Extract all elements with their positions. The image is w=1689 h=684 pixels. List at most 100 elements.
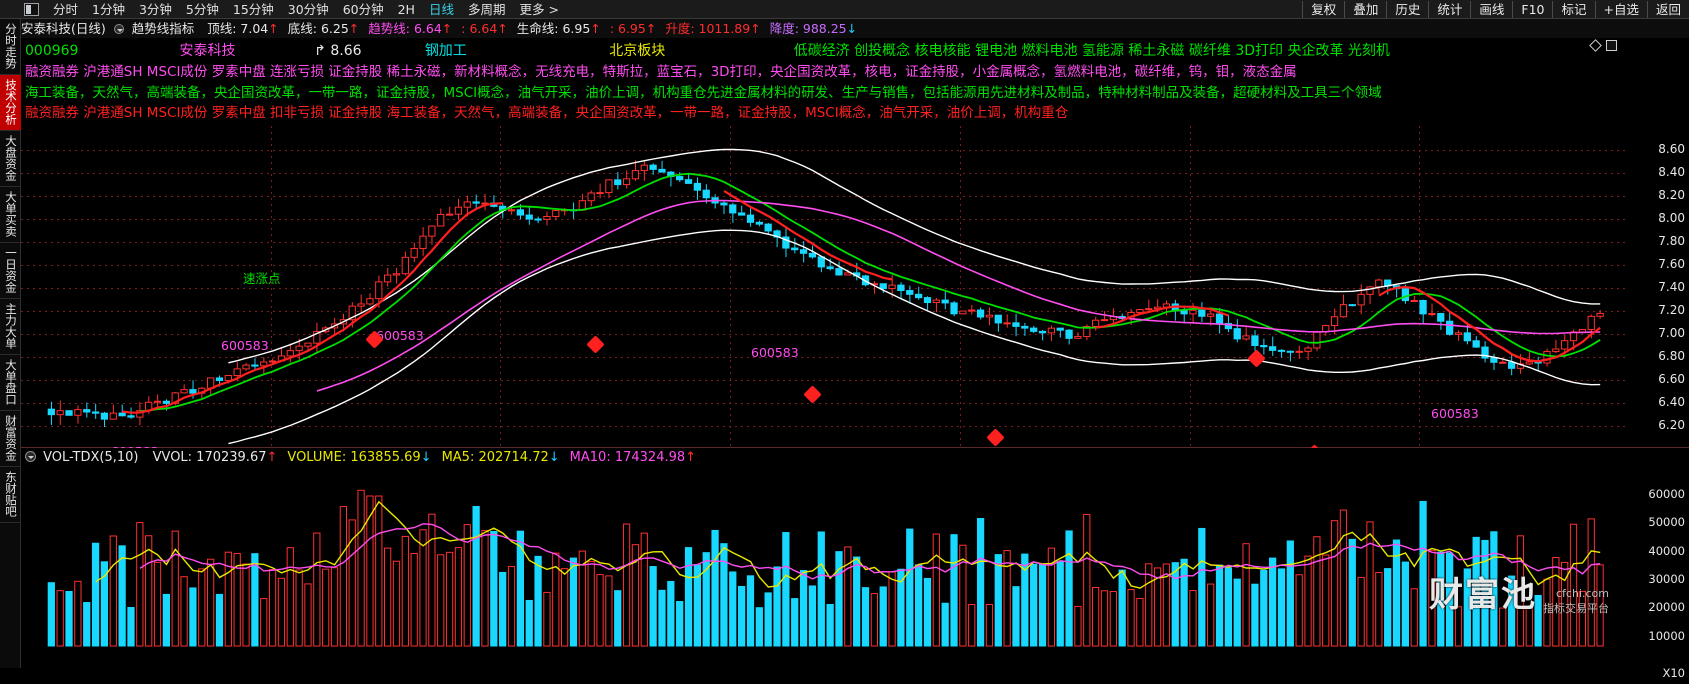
sidebar-item-4[interactable]: 一日资金: [0, 243, 21, 299]
time-gridline-6: [1419, 126, 1421, 448]
period-tab-6[interactable]: 60分钟: [342, 1, 384, 17]
concept-segment-1-0[interactable]: 海工装备，天然气，高端装备，央企国资改革，一带一路，证金持股，MSCI概念，油气…: [25, 85, 1382, 101]
indicator-field-1: 底线: 6.25↑: [288, 21, 360, 36]
chart-title: 安泰科技(日线): [21, 21, 106, 36]
price-tick-4: 7.80: [1658, 233, 1685, 248]
concept-segment-0-0[interactable]: 融资融券 沪港通SH MSCI成份 罗素中盘 连涨亏损 证金持股 稀土永磁，: [25, 64, 455, 80]
indicator-field-arrow-4: ↑: [590, 21, 601, 36]
volume-field-arrow-1: ↓: [420, 450, 432, 465]
toolbar-right-tools: 复权 叠加 历史 统计 画线 F10 标记 +自选 返回: [1302, 0, 1689, 18]
toolbar-button-统计[interactable]: 统计: [1428, 0, 1470, 18]
stock-code[interactable]: 000969: [25, 43, 79, 59]
indicator-field-value-2: 6.64: [413, 21, 442, 36]
indicator-field-value-6: 1011.89: [698, 21, 751, 36]
volume-bars-canvas: [47, 489, 1604, 647]
volume-indicator-title[interactable]: VOL-TDX(5,10): [43, 450, 139, 465]
toolbar-button-标记[interactable]: 标记: [1552, 0, 1594, 18]
indicator-field-label-5: :: [609, 21, 618, 36]
time-gridline-3: [730, 126, 732, 448]
indicator-field-label-4: 生命线:: [516, 21, 563, 36]
indicator-field-value-7: 988.25: [802, 21, 847, 36]
stock-concepts[interactable]: 低碳经济 创投概念 核电核能 锂电池 燃料电池 氢能源 稀土永磁 碳纤维 3D打…: [793, 43, 1390, 59]
toolbar-button-历史[interactable]: 历史: [1386, 0, 1428, 18]
indicator-field-value-0: 7.04: [240, 21, 269, 36]
price-gridline-5: [21, 264, 1629, 266]
volume-tick-2: 40000: [1648, 543, 1685, 558]
price-tick-7: 7.20: [1658, 303, 1685, 318]
indicator-field-5: : 6.95↑: [610, 21, 657, 36]
concept-segment-2-0[interactable]: 融资融券 沪港通SH MSCI成份 罗素中盘 扣非亏损 证金持股 海工装备，天然…: [25, 105, 1069, 121]
sidebar-item-6[interactable]: 大单盘口: [0, 355, 21, 411]
volume-field-arrow-3: ↑: [685, 450, 697, 465]
toolbar-button-叠加[interactable]: 叠加: [1344, 0, 1386, 18]
concept-row-1[interactable]: 融资融券 沪港通SH MSCI成份 罗素中盘 连涨亏损 证金持股 稀土永磁，新材…: [25, 60, 1297, 80]
toolbar-button-返回[interactable]: 返回: [1646, 0, 1689, 18]
sidebar-item-7[interactable]: 财富资金: [0, 411, 21, 467]
sidebar-item-2[interactable]: 大盘资金: [0, 131, 21, 187]
volume-chart-pane[interactable]: VOL-TDX(5,10) VVOL: 170239.67↑ VOLUME: 16…: [21, 448, 1689, 680]
price-gridline-10: [21, 380, 1629, 382]
price-tick-0: 8.60: [1658, 141, 1685, 156]
period-tab-4[interactable]: 15分钟: [232, 1, 274, 17]
price-gridline-1: [21, 172, 1629, 174]
chevron-down-icon[interactable]: [113, 24, 124, 34]
price-marker: ↱: [314, 43, 326, 59]
volume-field-arrow-2: ↓: [548, 450, 560, 465]
period-tab-7[interactable]: 2H: [397, 1, 415, 17]
concept-row-3[interactable]: 融资融券 沪港通SH MSCI成份 罗素中盘 扣非亏损 证金持股 海工装备，天然…: [25, 101, 1068, 121]
sidebar-item-1[interactable]: 技术分析: [0, 75, 21, 131]
indicator-field-4: 生命线: 6.95↑: [517, 21, 601, 36]
toolbar-button-复权[interactable]: 复权: [1302, 0, 1344, 18]
price-tick-12: 6.20: [1658, 418, 1685, 433]
price-tick-8: 7.00: [1658, 326, 1685, 341]
indicator-field-arrow-5: ↑: [645, 21, 657, 36]
toolbar-button-画线[interactable]: 画线: [1470, 0, 1512, 18]
sidebar-item-0[interactable]: 分时走势: [0, 19, 21, 75]
price-tick-5: 7.60: [1658, 256, 1685, 271]
indicator-name[interactable]: 趋势线指标: [131, 21, 195, 36]
period-tab-0[interactable]: 分时: [53, 1, 79, 17]
price-chart-pane[interactable]: 000969 安泰科技 ↱ 8.66 钢加工 北京板块 低碳经济 创投概念 核电…: [21, 38, 1689, 502]
panel-icon[interactable]: [24, 2, 39, 16]
volume-tick-0: 60000: [1648, 487, 1685, 502]
volume-field-label-2: MA5: 202714.72: [441, 450, 549, 465]
price-gridline-11: [21, 403, 1629, 405]
volume-axis-unit: X10: [1662, 666, 1685, 680]
period-tab-3[interactable]: 5分钟: [185, 1, 219, 17]
chart-corner-icons: [1589, 39, 1617, 52]
period-tab-5[interactable]: 30分钟: [287, 1, 329, 17]
sidebar-item-5[interactable]: 主力大单: [0, 299, 21, 355]
volume-tick-5: 10000: [1648, 628, 1685, 643]
indicator-field-label-6: 升度:: [665, 21, 699, 36]
toolbar-button-+自选[interactable]: +自选: [1594, 0, 1647, 18]
stock-name[interactable]: 安泰科技: [179, 43, 236, 59]
diamond-icon[interactable]: [1589, 39, 1602, 52]
sidebar-item-8[interactable]: 东财贴吧: [0, 467, 21, 523]
period-tab-9[interactable]: 多周期: [467, 1, 506, 17]
stock-board[interactable]: 北京板块: [609, 43, 666, 59]
toolbar-button-F10[interactable]: F10: [1512, 0, 1552, 18]
concept-row-2[interactable]: 海工装备，天然气，高端装备，央企国资改革，一带一路，证金持股，MSCI概念，油气…: [25, 81, 1382, 101]
stock-industry[interactable]: 钢加工: [424, 43, 467, 59]
indicator-field-value-1: 6.25: [320, 21, 349, 36]
period-tabs: 分时 1分钟 3分钟 5分钟 15分钟 30分钟 60分钟 2H 日线 多周期 更多 >: [46, 0, 566, 19]
top-toolbar: 分时 1分钟 3分钟 5分钟 15分钟 30分钟 60分钟 2H 日线 多周期 更多 > 复权 叠加历…: [0, 0, 1689, 19]
price-tick-3: 8.00: [1658, 210, 1685, 225]
indicator-field-arrow-1: ↑: [348, 21, 360, 36]
price-gridline-8: [21, 334, 1629, 336]
price-tick-10: 6.60: [1658, 372, 1685, 387]
indicator-field-label-0: 顶线:: [207, 21, 241, 36]
volume-field-label-1: VOLUME: 163855.69: [287, 450, 421, 465]
period-tab-8[interactable]: 日线: [428, 1, 454, 17]
stock-identity-line: 000969 安泰科技 ↱ 8.66 钢加工 北京板块 低碳经济 创投概念 核电…: [25, 40, 1390, 60]
volume-field-0: VVOL: 170239.67↑: [153, 450, 278, 465]
panel-icon[interactable]: [1606, 40, 1617, 51]
period-tab-10[interactable]: 更多 >: [519, 1, 559, 17]
chart-label-5: 速涨点: [243, 271, 281, 286]
sidebar-item-3[interactable]: 大单买卖: [0, 187, 21, 243]
period-tab-2[interactable]: 3分钟: [138, 1, 172, 17]
chevron-down-icon[interactable]: [25, 451, 36, 462]
period-tab-1[interactable]: 1分钟: [92, 1, 125, 17]
indicator-fields: 顶线: 7.04↑ 底线: 6.25↑ 趋势线: 6.64↑: 6.64↑ 生命线: …: [198, 21, 857, 36]
concept-segment-0-1[interactable]: 新材料概念，无线充电，特斯拉，蓝宝石，3D打印，央企国资改革，核电，证金持股，小…: [454, 64, 1297, 80]
